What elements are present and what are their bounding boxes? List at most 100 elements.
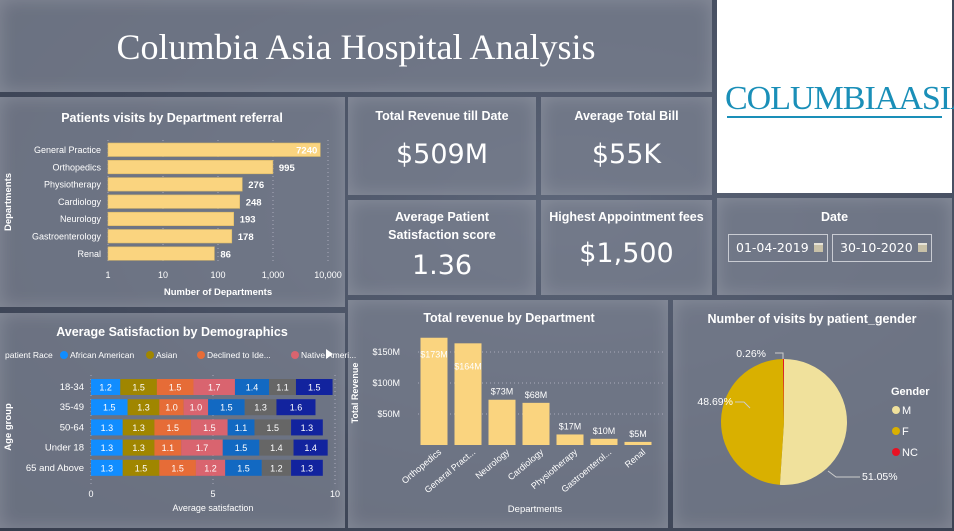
legend-item: African American [70,350,135,360]
legend-marker [892,406,900,414]
bar [590,438,618,445]
date-slicer: Date [717,198,952,295]
logo-panel: COLUMBIAASIA [717,0,954,193]
legend-item: Asian [156,350,178,360]
data-label: 178 [238,232,254,243]
data-label: 1.1 [162,443,175,453]
y-axis-label: Age group [3,403,14,451]
bar-segment [154,439,182,456]
bar [107,177,243,192]
data-label: 1.4 [270,443,283,453]
data-label: 1.5 [169,383,182,393]
data-label: 1.1 [276,383,289,393]
y-tick-label: Gastroenterology [32,232,102,242]
y-tick-label: Physiotherapy [44,180,102,190]
chart-title: Total revenue by Department [423,311,595,325]
data-label: 1.5 [203,423,216,433]
bar-segment [254,419,292,436]
legend-next-arrow-icon[interactable] [326,349,333,359]
x-tick-label: 10 [158,270,168,280]
bar-segment [122,419,155,436]
start-date-value: 01-04-2019 [736,240,809,255]
y-tick-label: 18-34 [60,382,84,393]
bar [556,434,584,445]
data-label: $68M [525,390,548,400]
y-tick-label: $150M [372,347,400,357]
bar-segment [269,379,296,395]
data-label: 1.6 [290,403,303,413]
columbia-asia-logo: COLUMBIAASIA [725,80,954,117]
kpi-value: $55K [591,139,662,170]
bar [107,246,215,261]
data-label: $73M [491,387,514,397]
kpi-label: Average Patient Satisfaction score [388,210,496,242]
legend-item: NC [902,447,918,459]
data-label: 1.4 [304,443,317,453]
y-tick-label: Cardiology [58,197,102,207]
bar-segment [159,399,184,416]
y-axis-label: Total Revenue [350,363,360,424]
calendar-icon[interactable] [918,243,927,252]
start-date-input[interactable]: 01-04-2019 [728,234,828,262]
legend-title: Gender [891,386,930,398]
y-tick-label: Renal [77,249,101,259]
chart-title: Patients visits by Department referral [61,111,283,125]
end-date-input[interactable]: 30-10-2020 [832,234,932,262]
data-label: 1.3 [101,463,114,473]
bar-segment [259,439,294,456]
bar-segment [208,399,245,416]
data-label: 7240 [296,146,317,157]
bar-segment [91,419,123,436]
kpi-label: Total Revenue till Date [375,109,509,123]
x-tick-label: 5 [210,489,215,499]
bar-segment [91,379,121,395]
bar [107,194,240,209]
y-tick-label: $100M [372,378,400,388]
data-label: 276 [248,180,264,191]
legend-marker [197,351,205,359]
chart-title: Number of visits by patient_gender [707,312,916,326]
y-tick-label: Under 18 [45,443,84,454]
data-label: 1.2 [99,383,112,393]
kpi-value: $509M [395,139,488,170]
bar-segment [154,419,192,436]
bar-segment [91,459,123,476]
y-tick-label: Neurology [60,214,102,224]
y-axis-label: Departments [3,173,14,231]
data-label: 248 [246,197,262,208]
data-label: 1.7 [208,383,221,393]
x-tick-label: 0 [88,489,93,499]
pie-slice-m [779,359,847,485]
legend-marker [60,351,68,359]
legend-marker [892,427,900,435]
y-tick-label: 65 and Above [26,463,84,474]
bar-segment [183,399,209,416]
data-label: 1.2 [270,463,283,473]
bar-segment [127,399,160,416]
legend-item: Declined to Ide... [207,350,271,360]
data-label: 1.3 [254,403,267,413]
x-axis-label: Average satisfaction [173,503,254,513]
data-label: 1.5 [171,463,184,473]
bar-segment [193,379,235,395]
data-label: 1.5 [237,463,250,473]
bar [454,343,482,445]
x-tick-label: 1 [105,270,110,280]
bar-segment [120,379,157,395]
y-tick-label: General Practice [34,145,101,155]
data-label: $5M [629,429,647,439]
pie-data-label: 48.69% [697,396,733,408]
calendar-icon[interactable] [814,243,823,252]
bar-segment [181,439,223,456]
bar [107,160,274,175]
data-label: $10M [593,426,616,436]
bar-segment [293,439,328,456]
bar-segment [291,419,323,436]
page-title: Columbia Asia Hospital Analysis [116,27,596,67]
x-tick-label: Renal [623,447,647,470]
data-label: $164M [454,361,482,371]
legend-marker [892,448,900,456]
data-label: 1.2 [204,463,217,473]
data-label: 1.5 [220,403,233,413]
